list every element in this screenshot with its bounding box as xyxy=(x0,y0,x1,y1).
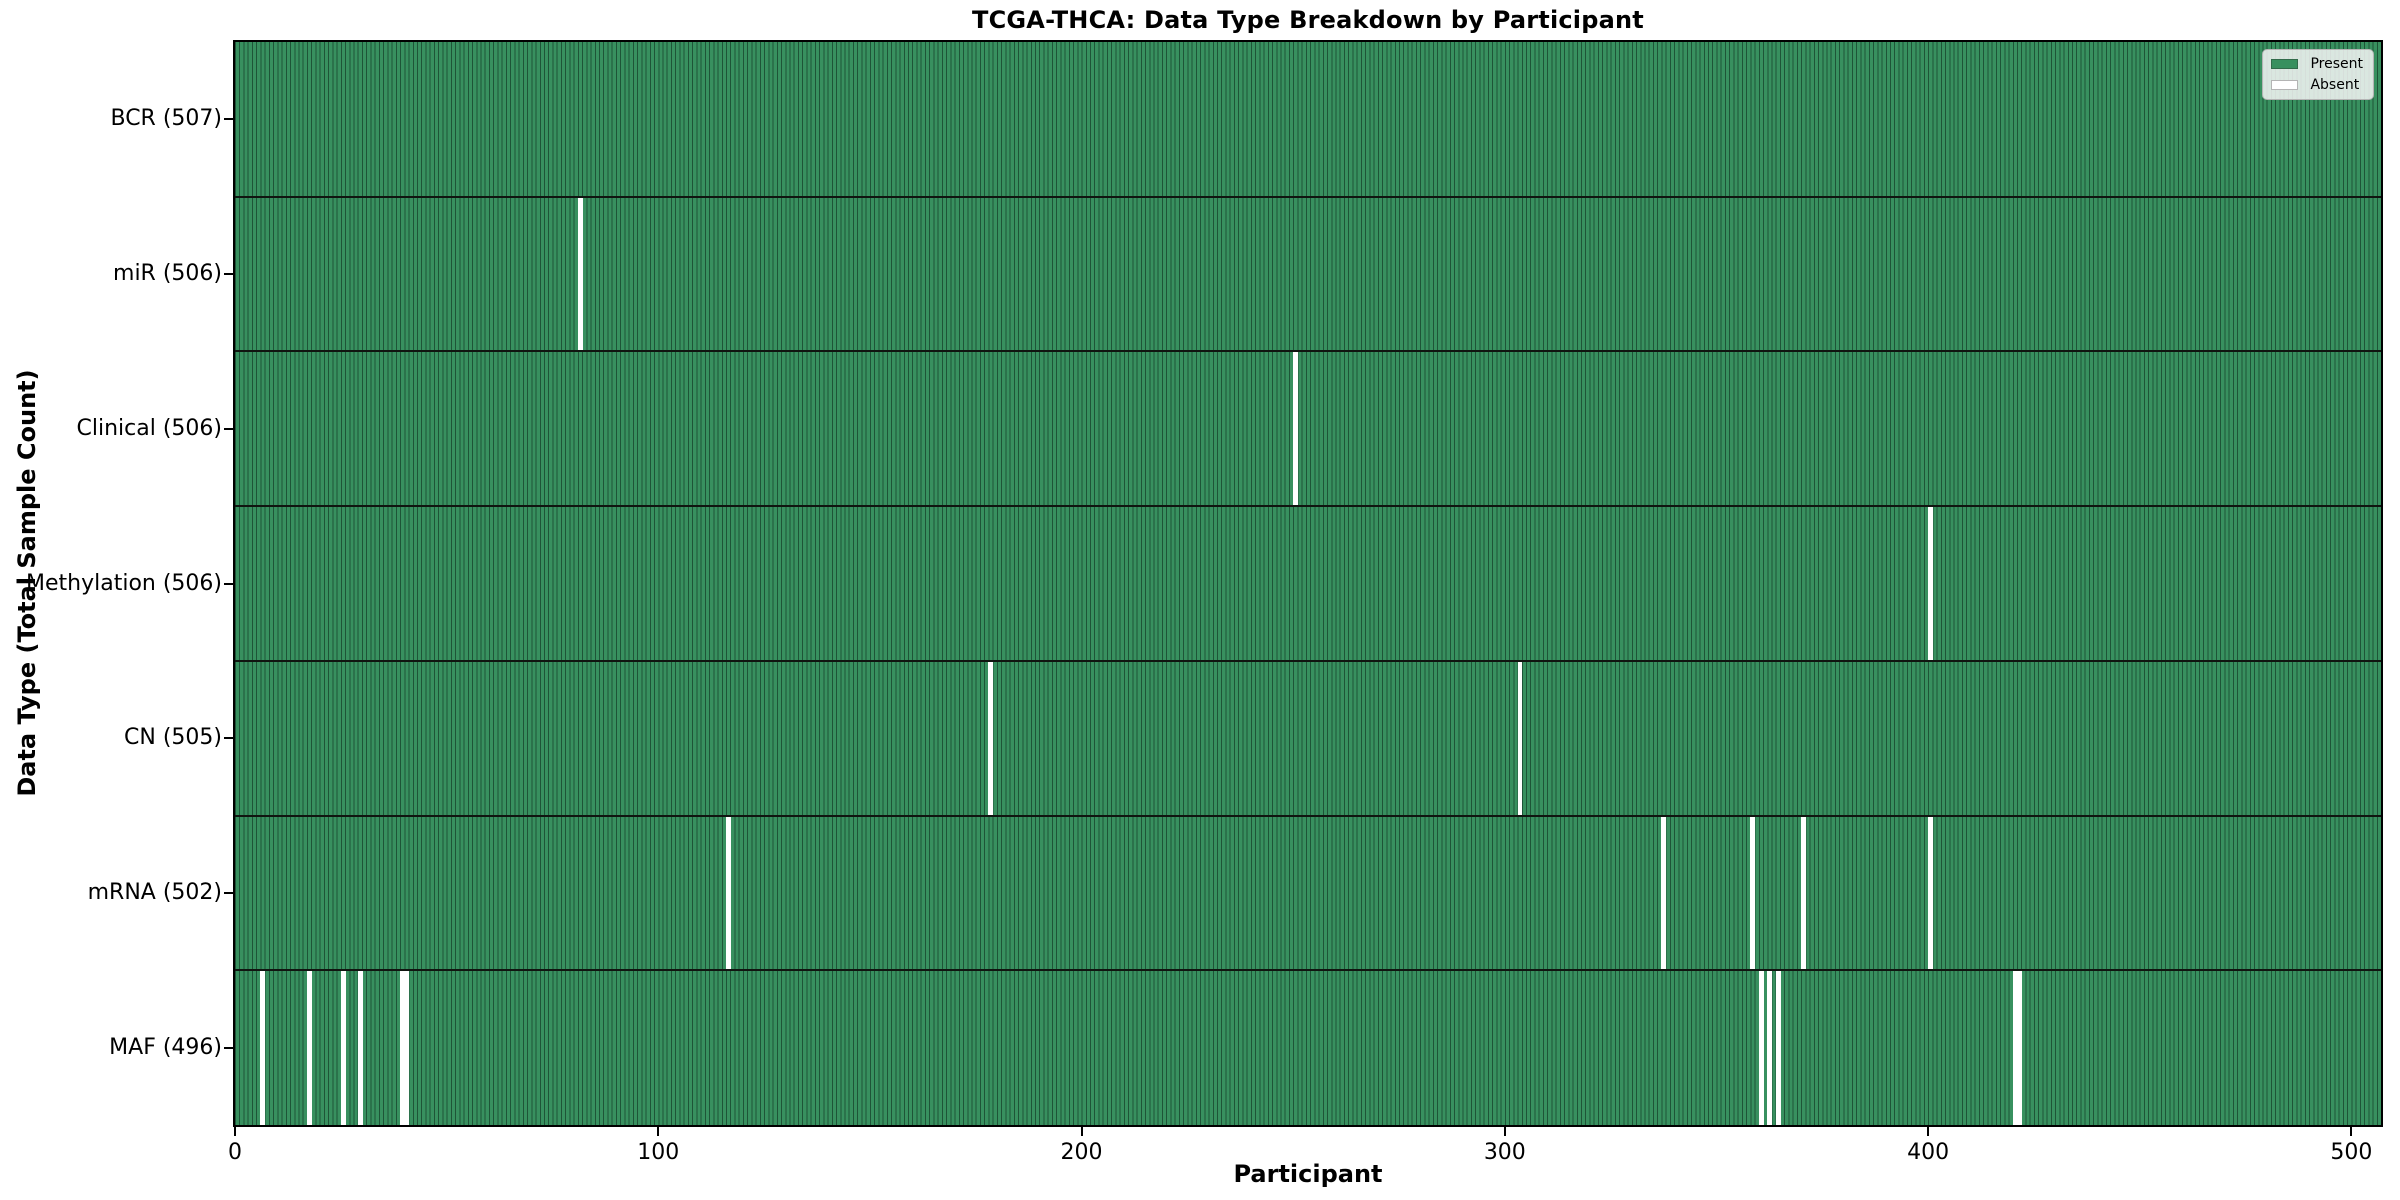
y-tick xyxy=(224,427,233,430)
absent-stripe xyxy=(1750,815,1756,971)
row-mir xyxy=(235,196,2381,352)
y-tick xyxy=(224,273,233,276)
chart-title: TCGA-THCA: Data Type Breakdown by Partic… xyxy=(972,6,1644,34)
x-tick xyxy=(1927,1127,1930,1136)
absent-stripe xyxy=(988,660,994,816)
row-separator xyxy=(235,659,2381,662)
absent-stripe xyxy=(1775,970,1781,1125)
y-tick-label: Clinical (506) xyxy=(76,415,222,441)
plot-area: Present Absent xyxy=(233,40,2383,1127)
absent-stripe xyxy=(725,815,731,971)
absent-stripe xyxy=(260,970,266,1125)
row-cn xyxy=(235,660,2381,816)
absent-stripe xyxy=(2012,970,2018,1125)
x-tick xyxy=(1080,1127,1083,1136)
x-tick xyxy=(2350,1127,2353,1136)
legend-swatch-present xyxy=(2271,59,2299,69)
row-maf xyxy=(235,970,2381,1125)
x-axis-label: Participant xyxy=(1233,1160,1383,1188)
absent-stripe xyxy=(306,970,312,1125)
y-tick-label: MAF (496) xyxy=(109,1034,222,1060)
row-separator xyxy=(235,814,2381,817)
absent-stripe xyxy=(1293,351,1298,507)
row-bcr xyxy=(235,42,2381,197)
absent-stripe xyxy=(1661,815,1667,971)
y-tick xyxy=(224,118,233,121)
absent-stripe xyxy=(1517,660,1523,816)
legend-entry-present: Present xyxy=(2271,56,2363,72)
absent-stripe xyxy=(1767,970,1773,1125)
row-separator xyxy=(235,350,2381,353)
absent-stripe xyxy=(1928,506,1933,661)
legend-swatch-absent xyxy=(2271,80,2299,90)
y-tick xyxy=(224,737,233,740)
y-tick-label: BCR (507) xyxy=(110,106,222,132)
x-tick xyxy=(234,1127,236,1136)
x-tick-label: 300 xyxy=(1483,1140,1526,1165)
x-tick-label: 0 xyxy=(228,1140,242,1165)
row-separator xyxy=(235,195,2381,198)
absent-stripe xyxy=(1928,815,1933,971)
y-tick xyxy=(224,1046,233,1049)
y-tick-label: miR (506) xyxy=(113,261,222,287)
row-mrna xyxy=(235,815,2381,971)
absent-stripe xyxy=(2016,970,2022,1125)
x-tick-label: 200 xyxy=(1060,1140,1103,1165)
y-tick-label: Methylation (506) xyxy=(26,570,222,596)
absent-stripe xyxy=(340,970,346,1125)
row-clinical xyxy=(235,351,2381,507)
legend: Present Absent xyxy=(2262,49,2374,100)
x-tick-label: 100 xyxy=(637,1140,680,1165)
row-separator xyxy=(235,505,2381,508)
y-tick-label: mRNA (502) xyxy=(87,879,222,905)
row-methylation xyxy=(235,506,2381,661)
legend-label: Absent xyxy=(2310,77,2360,93)
absent-stripe xyxy=(1801,815,1806,971)
y-tick xyxy=(224,891,233,894)
y-tick xyxy=(224,582,233,585)
x-tick-label: 400 xyxy=(1907,1140,1950,1165)
absent-stripe xyxy=(1758,970,1764,1125)
x-tick xyxy=(657,1127,660,1136)
legend-entry-absent: Absent xyxy=(2271,77,2363,93)
x-tick xyxy=(1503,1127,1506,1136)
y-axis-label: Data Type (Total Sample Count) xyxy=(13,369,41,797)
x-tick-label: 500 xyxy=(2330,1140,2373,1165)
legend-label: Present xyxy=(2310,56,2363,72)
absent-stripe xyxy=(400,970,405,1125)
y-tick-label: CN (505) xyxy=(124,725,222,751)
absent-stripe xyxy=(357,970,363,1125)
absent-stripe xyxy=(404,970,410,1125)
row-separator xyxy=(235,969,2381,972)
absent-stripe xyxy=(577,196,583,352)
